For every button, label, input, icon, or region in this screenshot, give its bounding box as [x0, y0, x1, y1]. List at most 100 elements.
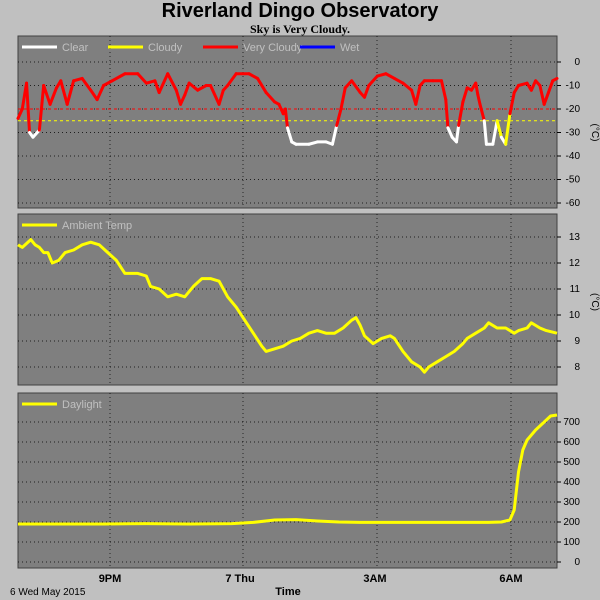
legend-label: Cloudy — [148, 42, 183, 54]
series-segment — [474, 81, 480, 97]
x-tick-label: 9PM — [99, 573, 122, 585]
series-segment — [25, 81, 32, 134]
y-tick-label: -50 — [566, 175, 581, 186]
series-segment — [217, 88, 225, 106]
series-segment — [401, 81, 414, 92]
series-segment — [95, 84, 106, 102]
series-segment — [363, 84, 371, 99]
legend-label: Clear — [62, 42, 89, 54]
series-segment — [286, 126, 294, 144]
legend-label: Very Cloudy — [243, 42, 303, 54]
x-tick-label: 6AM — [499, 573, 522, 585]
series-segment — [102, 79, 114, 87]
panel-background — [17, 213, 558, 386]
series-line — [17, 238, 558, 374]
series-segment — [454, 123, 461, 144]
page-title: Riverland Dingo Observatory — [161, 0, 439, 22]
series-segment — [166, 72, 178, 92]
footer-xlabel: Time — [275, 586, 300, 598]
series-segment — [136, 72, 148, 85]
series-segment — [48, 86, 58, 106]
series-segment — [283, 107, 289, 130]
series-segment — [226, 72, 238, 87]
y-tick-label: 500 — [563, 457, 580, 468]
series-segment — [256, 76, 268, 95]
series-segment — [440, 79, 448, 102]
series-segment — [157, 72, 170, 95]
series-segment — [187, 81, 200, 92]
series-line — [18, 413, 558, 526]
x-tick-label: 7 Thu — [225, 573, 254, 585]
y-axis-label: (°C) — [589, 293, 600, 311]
y-tick-label: 0 — [574, 57, 580, 68]
series-segment — [482, 119, 488, 146]
y-tick-label: 400 — [563, 477, 580, 488]
series-segment — [42, 84, 52, 106]
panel-background — [17, 392, 558, 569]
series-segment — [65, 79, 76, 106]
y-tick-label: -10 — [566, 81, 581, 92]
y-tick-label: -40 — [566, 151, 581, 162]
series-segment — [247, 72, 260, 80]
series-segment — [264, 91, 277, 104]
series-segment — [508, 91, 516, 116]
y-tick-label: 100 — [563, 537, 580, 548]
series-segment — [183, 81, 191, 97]
series-segment — [110, 72, 127, 83]
legend-label: Daylight — [62, 399, 102, 411]
series-segment — [457, 100, 465, 127]
y-axis-label: (°C) — [589, 124, 600, 142]
y-tick-label: 10 — [569, 310, 581, 321]
y-tick-label: 200 — [563, 517, 580, 528]
y-tick-label: 9 — [574, 336, 580, 347]
legend-label: Ambient Temp — [62, 220, 132, 232]
series-segment — [31, 128, 41, 139]
series-segment — [414, 84, 422, 106]
chart-panel-2: 8 9 10 11 12 13 (°C) Ambient Temp — [17, 213, 600, 386]
y-tick-label: 600 — [563, 437, 580, 448]
series-segment — [179, 93, 187, 106]
series-segment — [89, 88, 99, 102]
series-segment — [529, 79, 538, 92]
series-segment — [80, 76, 93, 92]
y-tick-label: -60 — [566, 198, 581, 209]
y-tick-label: 12 — [569, 258, 581, 269]
y-tick-label: 700 — [563, 417, 580, 428]
chart-panel-3: 0 100 200 300 400 500 600 700 Daylight — [17, 392, 580, 569]
series-segment — [335, 107, 343, 127]
series-segment — [196, 84, 208, 92]
series-segment — [476, 93, 482, 106]
series-segment — [461, 86, 469, 104]
series-segment — [495, 119, 503, 139]
y-tick-label: 13 — [569, 232, 581, 243]
series-segment — [367, 74, 379, 87]
series-segment — [16, 107, 24, 120]
sky-status-subtitle: Sky is Very Cloudy. — [249, 22, 351, 36]
series-segment — [209, 84, 221, 106]
y-tick-label: 0 — [574, 557, 580, 568]
series-segment — [444, 98, 450, 130]
footer-date: 6 Wed May 2015 — [10, 587, 86, 598]
series-segment — [551, 76, 559, 83]
series-segment — [504, 112, 512, 146]
series-segment — [174, 88, 183, 106]
y-tick-label: -20 — [566, 104, 581, 115]
series-segment — [392, 76, 405, 85]
x-tick-label: 3AM — [363, 573, 386, 585]
series-segment — [59, 79, 69, 106]
series-segment — [542, 91, 550, 106]
y-tick-label: 8 — [574, 362, 580, 373]
series-segment — [384, 72, 396, 80]
chart-panel-1: 0 -10 -20 -30 -40 -50 -60 (°C) Clear Cloudy Very C… — [16, 35, 600, 209]
series-segment — [339, 86, 347, 111]
series-segment — [330, 123, 339, 146]
series-segment — [491, 119, 499, 146]
series-segment — [350, 79, 362, 95]
y-tick-label: 11 — [570, 284, 581, 295]
series-segment — [478, 102, 486, 123]
y-tick-label: 300 — [563, 497, 580, 508]
series-segment — [538, 84, 546, 106]
series-segment — [546, 79, 555, 95]
series-segment — [446, 126, 454, 139]
